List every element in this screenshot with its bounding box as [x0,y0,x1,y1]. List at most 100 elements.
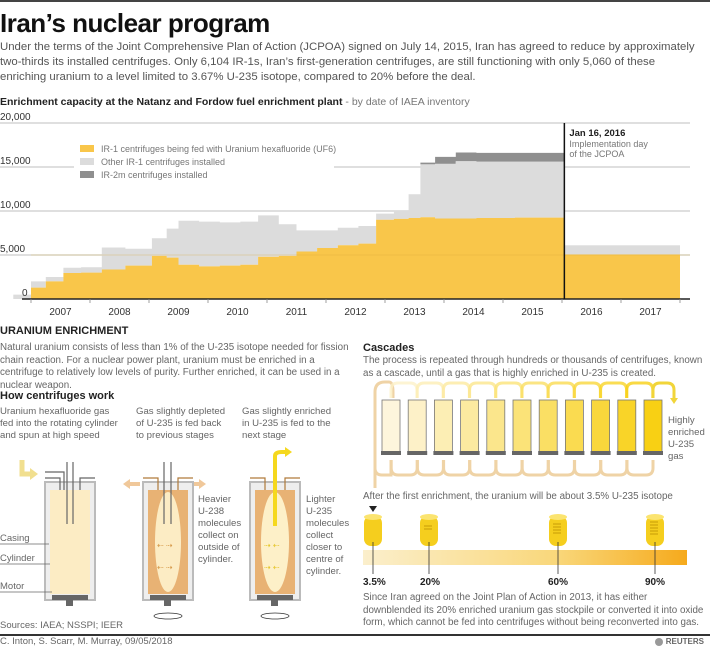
first-enrichment-text: After the first enrichment, the uranium … [363,491,673,502]
level-3.5: 3.5% [363,577,386,588]
cascade-motor [538,451,559,455]
cascade-pipe-top [599,381,629,398]
cascade-pipe-top [520,381,550,398]
cascade-pipe-bottom [599,460,629,477]
cascade-pipe-top [468,381,498,398]
annotation-line1: Implementation day [569,139,648,149]
level-20: 20% [420,577,441,588]
legend-swatch [80,171,94,178]
cascade-centrifuge [407,399,427,453]
area-ir-1-centrifuges [13,217,565,299]
cascade-centrifuge [460,399,479,453]
cascade-pipe-top [389,381,419,398]
y-tick-label: 0 [22,288,28,299]
enrichment-heading: URANIUM ENRICHMENT [0,325,129,337]
motor [52,595,88,600]
cascade-centrifuge [512,399,532,453]
x-tick-label: 2012 [344,307,367,318]
cylinder-label: Cylinder [0,553,35,564]
cascade-centrifuge [643,399,663,453]
enrichment-scale [363,506,687,574]
step1-text: Uranium hexafluoride gas fed into the ro… [0,406,118,441]
x-tick-label: 2013 [403,307,426,318]
cascade-pipe-bottom [389,460,419,477]
chart-subtitle: - by date of IAEA inventory [342,96,470,108]
cylinder [50,490,90,594]
x-tick-label: 2017 [639,307,662,318]
step3-text: Gas slightly enriched in U-235 is fed to… [242,406,332,441]
intro-text: Under the terms of the Joint Comprehensi… [0,41,695,83]
cascade-motor [616,451,637,455]
legend-background [74,143,334,185]
casing-label: Casing [0,533,30,544]
cascade-pipe-bottom [415,460,445,477]
cascade-motor [643,451,663,455]
output-arrow-icon [670,398,678,404]
cascade-motor [381,451,401,455]
x-tick-label: 2014 [462,307,485,318]
post-deal-ir1-fed [564,254,680,299]
legend-swatch [80,158,94,165]
cascade-pipe-bottom [573,460,603,477]
cascade-motor [407,451,428,455]
cascades-text: The process is repeated through hundreds… [363,355,703,379]
cascade-centrifuge [591,399,611,453]
credit: C. Inton, S. Scarr, M. Murray, 09/05/201… [0,636,173,647]
cascade-pipe-bottom [468,460,498,477]
legend-label: IR-2m centrifuges installed [101,170,208,180]
rotation-icon [153,612,183,620]
enriched-out-arrow-icon [285,447,292,457]
cascade-pipe-top [572,381,602,398]
cascade-motor [485,451,506,455]
lighter-text: Lighter U-235 molecules collect closer to cen… [306,494,350,577]
x-tick-label: 2008 [108,307,131,318]
cascade-diagram [373,380,678,488]
cascade-centrifuge [564,399,584,453]
cascade-motor [512,451,532,455]
x-tick-label: 2007 [49,307,72,318]
cascade-pipe-bottom [494,460,524,477]
x-tick-label: 2016 [580,307,603,318]
y-tick-label: 5,000 [0,244,25,255]
uranium-stack-20 [420,514,438,546]
cascade-motor [590,451,611,455]
chart-heading: Enrichment capacity at the Natanz and Fo… [0,96,470,108]
footer-rule [0,634,710,636]
area-other-ir-1 [13,161,565,299]
legend-label: Other IR-1 centrifuges installed [101,157,225,167]
cascade-centrifuge [486,399,506,453]
cascade-pipe-bottom [520,460,550,477]
annotation-date: Jan 16, 2016 [569,128,625,139]
level-60: 60% [548,577,569,588]
cascade-pipe-top [546,381,576,398]
output-label: Highly enriched U-235 gas [668,415,705,462]
legend-swatch [80,145,94,152]
top-rule [0,0,710,2]
svg-text:⇢ ⇠: ⇢ ⇠ [264,541,280,550]
cascade-pipe-bottom [373,460,393,477]
cascade-pipe-top [415,381,445,398]
cascade-pipe-top [441,381,471,398]
centrifuge-diagrams: Casing Cylinder Motor ⇠ ⇢ ⇠ ⇢ ⇢ ⇠ ⇢ ⇠ [0,447,301,620]
heavier-text: Heavier U-238 molecules collect on outside o… [198,494,242,565]
reuters-logo: REUTERS [654,637,704,646]
cascade-motor [564,451,585,455]
post-deal-other-ir1 [564,245,680,255]
cascades-heading: Cascades [363,342,415,354]
uranium-stack-90 [646,514,664,546]
centrifuge-2: ⇠ ⇢ ⇠ ⇢ [123,462,206,620]
enrichment-text: Natural uranium consists of less than 1%… [0,342,349,391]
svg-text:⇠ ⇢: ⇠ ⇢ [157,563,173,572]
cascade-pipe-top [625,381,655,398]
legend-label: IR-1 centrifuges being fed with Uranium … [101,144,336,154]
enrichment-chart: IR-1 centrifuges being fed with Uranium … [0,112,690,318]
motor-label: Motor [0,581,24,592]
cascade-pipe-top [494,381,524,398]
cascade-centrifuge [538,399,558,453]
gas-in-arrow-icon [19,460,32,477]
reuters-icon [654,637,663,646]
cascade-centrifuge [381,399,401,453]
svg-text:⇢ ⇠: ⇢ ⇠ [264,563,280,572]
cascade-centrifuge [434,399,453,453]
step2-text: Gas slightly depleted of U-235 is fed ba… [136,406,226,441]
